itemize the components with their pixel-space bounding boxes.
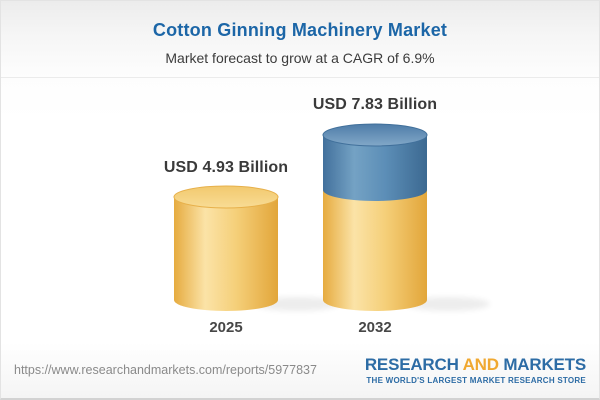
bar-2025-category-label: 2025: [209, 319, 243, 336]
report-url: https://www.researchandmarkets.com/repor…: [14, 363, 317, 377]
bar-2032-base-segment: [323, 190, 427, 311]
bar-2025-value-label: USD 4.93 Billion: [163, 159, 289, 176]
bar-2032-top: [322, 123, 428, 147]
chart-header: Cotton Ginning Machinery Market Market f…: [1, 1, 599, 78]
bar-chart: USD 4.93 Billion USD 7.83 Billion 2025 2…: [1, 78, 599, 351]
bar-2032-value-label: USD 7.83 Billion: [312, 96, 438, 113]
research-and-markets-logo: RESEARCH AND MARKETS THE WORLD'S LARGEST…: [365, 355, 586, 385]
bar-2032-category-label: 2032: [358, 319, 392, 336]
logo-tagline: THE WORLD'S LARGEST MARKET RESEARCH STOR…: [366, 376, 586, 385]
bar-2025-body: [174, 197, 278, 311]
bar-2032-cylinder: [322, 123, 428, 311]
cylinder-chart-canvas: [173, 123, 490, 311]
footer: https://www.researchandmarkets.com/repor…: [1, 348, 599, 398]
logo-word-and: AND: [462, 355, 499, 374]
logo-word-markets: MARKETS: [503, 355, 586, 374]
logo-word-research: RESEARCH: [364, 355, 459, 374]
logo-wordmark: RESEARCH AND MARKETS: [365, 355, 586, 375]
bar-2025-top: [173, 185, 279, 209]
chart-title: Cotton Ginning Machinery Market: [152, 20, 448, 40]
bar-2025-cylinder: [173, 185, 279, 311]
bar-2032-shadow: [406, 297, 490, 311]
bar-2032-growth-segment: [323, 135, 427, 201]
chart-subtitle: Market forecast to grow at a CAGR of 6.9…: [165, 50, 435, 66]
